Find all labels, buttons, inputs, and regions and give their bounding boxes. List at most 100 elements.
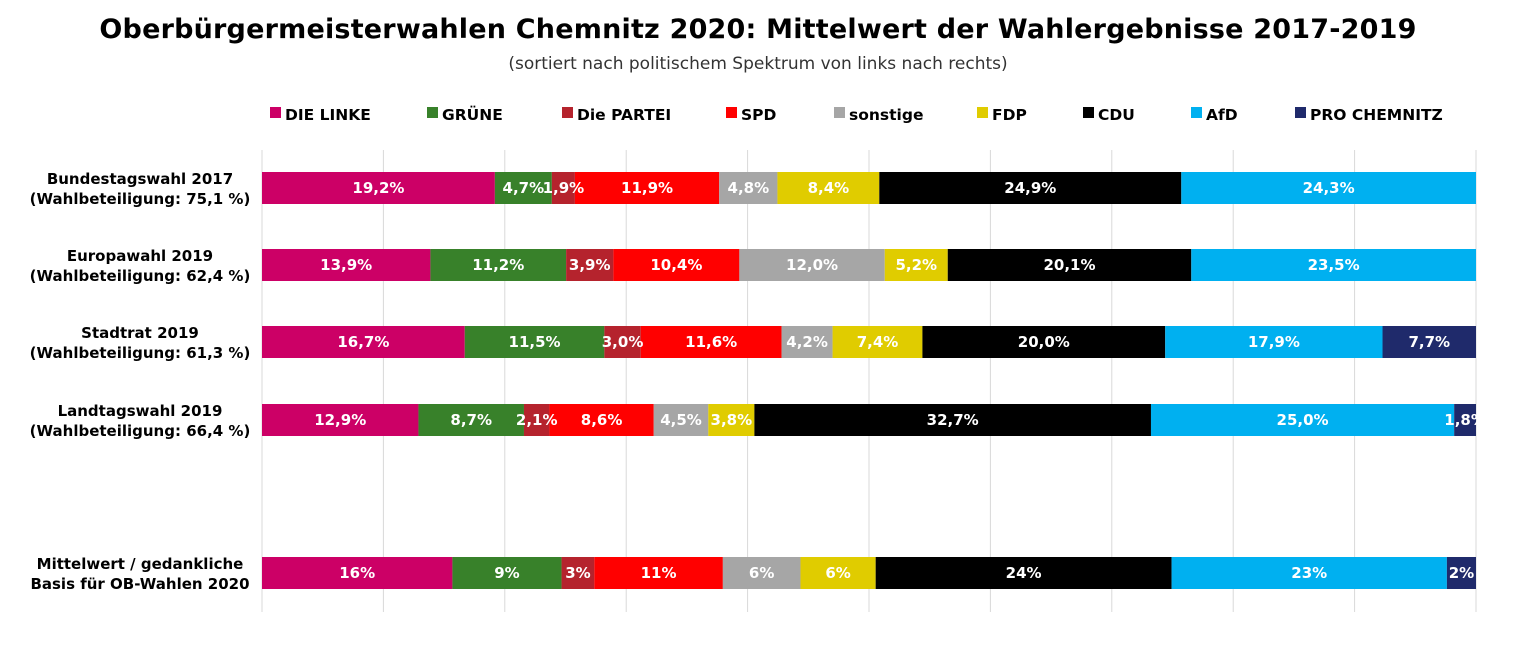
legend-item: PRO CHEMNITZ: [1295, 106, 1443, 124]
bar-segment: [722, 557, 801, 589]
bar-segment: [875, 557, 1172, 589]
legend-swatch: [726, 107, 737, 118]
category-label: Europawahl 2019 (Wahlbeteiligung: 62,4 %): [30, 247, 251, 285]
data-label: 3%: [565, 564, 590, 582]
legend-label: sonstige: [849, 106, 923, 124]
bar-segment: [1181, 172, 1476, 204]
bar-segment: [754, 404, 1151, 436]
data-label: 12,9%: [314, 411, 366, 429]
bar-segment: [739, 249, 885, 281]
bar-segment: [262, 404, 419, 436]
bar-segment: [1382, 326, 1476, 358]
legend-item: sonstige: [834, 106, 923, 124]
bar-segment: [262, 326, 465, 358]
bars: [262, 172, 1476, 589]
data-label: 20,0%: [1018, 333, 1070, 351]
legend-item: AfD: [1191, 106, 1238, 124]
legend-swatch: [834, 107, 845, 118]
bar-segment: [1150, 404, 1455, 436]
data-label: 20,1%: [1043, 256, 1095, 274]
category-label-line: Basis für OB-Wahlen 2020: [30, 575, 249, 593]
category-label-line: (Wahlbeteiligung: 62,4 %): [30, 267, 251, 285]
bar-segment: [1191, 249, 1476, 281]
data-label: 4,8%: [728, 179, 770, 197]
bar-segment: [922, 326, 1166, 358]
legend-swatch: [427, 107, 438, 118]
data-label: 25,0%: [1277, 411, 1329, 429]
category-label: Landtagswahl 2019 (Wahlbeteiligung: 66,4 …: [30, 402, 251, 440]
data-label: 4,5%: [660, 411, 702, 429]
data-label: 8,7%: [450, 411, 492, 429]
bar-segment: [262, 249, 431, 281]
data-label: 3,8%: [711, 411, 753, 429]
legend-label: PRO CHEMNITZ: [1310, 106, 1443, 124]
data-label: 23%: [1291, 564, 1327, 582]
bar-segment: [452, 557, 562, 589]
bar-segment: [594, 557, 723, 589]
data-label: 9%: [494, 564, 519, 582]
category-label-line: Europawahl 2019: [67, 247, 213, 265]
legend-swatch: [270, 107, 281, 118]
legend-label: GRÜNE: [442, 105, 503, 124]
data-label: 19,2%: [352, 179, 404, 197]
data-label: 7,4%: [857, 333, 899, 351]
legend-label: Die PARTEI: [577, 106, 671, 124]
bar-segment: [884, 249, 948, 281]
bar-segment: [777, 172, 880, 204]
legend-swatch: [1191, 107, 1202, 118]
data-label: 4,7%: [503, 179, 545, 197]
category-labels: Bundestagswahl 2017 (Wahlbeteiligung: 75,…: [30, 170, 251, 593]
bar-segment: [640, 326, 782, 358]
bar-segment: [947, 249, 1192, 281]
legend-swatch: [977, 107, 988, 118]
bar-segment: [551, 172, 575, 204]
data-label: 17,9%: [1248, 333, 1300, 351]
data-label: 6%: [749, 564, 774, 582]
legend: DIE LINKE GRÜNE Die PARTEI SPD sonstige FDP CD…: [270, 105, 1443, 124]
data-label: 3,9%: [569, 256, 611, 274]
bar-segment: [574, 172, 720, 204]
bar-segment: [1171, 557, 1447, 589]
data-labels: 19,2% 4,7%1,9% 11,9% 4,8% 8,4% 24,9% 24,3% 13,9…: [314, 179, 1486, 582]
data-label: 11,5%: [509, 333, 561, 351]
bar-segment: [719, 172, 778, 204]
gridlines: [261, 150, 1477, 612]
bar-segment: [1454, 404, 1476, 436]
data-label: 23,5%: [1308, 256, 1360, 274]
bar-segment: [800, 557, 876, 589]
bar-segment: [418, 404, 524, 436]
category-label-line: (Wahlbeteiligung: 75,1 %): [30, 190, 251, 208]
legend-label: DIE LINKE: [285, 106, 371, 124]
data-label: 32,7%: [927, 411, 979, 429]
data-label: 11,9%: [621, 179, 673, 197]
bar-segment: [613, 249, 740, 281]
bar-segment: [832, 326, 923, 358]
legend-item: FDP: [977, 106, 1027, 124]
bar-segment: [464, 326, 605, 358]
legend-item: GRÜNE: [427, 105, 503, 124]
category-label: Stadtrat 2019 (Wahlbeteiligung: 61,3 %): [30, 324, 251, 362]
bar-segment: [549, 404, 654, 436]
chart-subtitle: (sortiert nach politischem Spektrum von …: [508, 54, 1008, 74]
data-label: 11%: [641, 564, 677, 582]
data-label: 4,2%: [786, 333, 828, 351]
bar-segment: [708, 404, 755, 436]
data-label: 6%: [825, 564, 850, 582]
bar-segment: [566, 249, 614, 281]
data-label: 24,9%: [1004, 179, 1056, 197]
legend-item: SPD: [726, 106, 777, 124]
data-label: 8,4%: [808, 179, 850, 197]
data-label: 8,6%: [581, 411, 623, 429]
legend-label: FDP: [992, 106, 1027, 124]
data-label: 24%: [1006, 564, 1042, 582]
legend-swatch: [1295, 107, 1306, 118]
category-label-line: (Wahlbeteiligung: 66,4 %): [30, 422, 251, 440]
data-label: 1,8%: [1444, 411, 1486, 429]
bar-segment: [430, 249, 567, 281]
data-label: 1,9%: [543, 179, 585, 197]
data-label: 10,4%: [650, 256, 702, 274]
data-label: 11,2%: [472, 256, 524, 274]
legend-label: CDU: [1098, 106, 1135, 124]
data-label: 2,1%: [516, 411, 558, 429]
